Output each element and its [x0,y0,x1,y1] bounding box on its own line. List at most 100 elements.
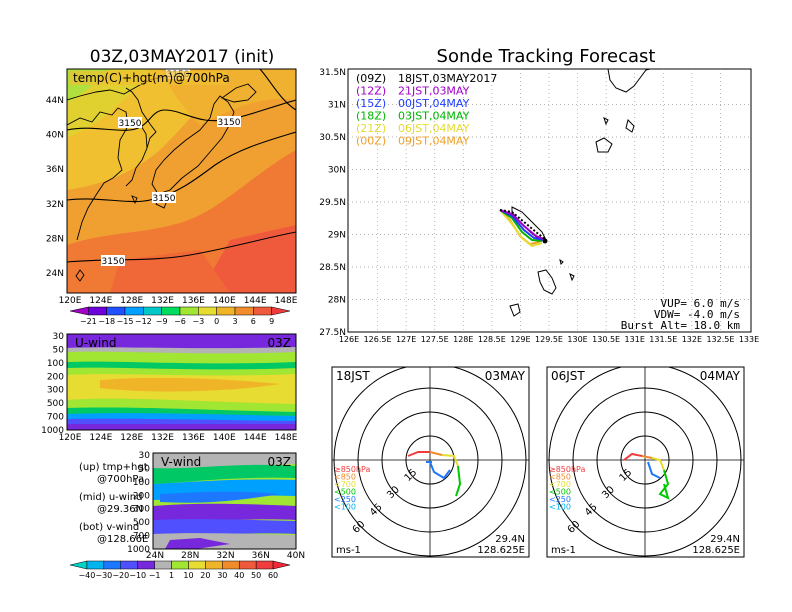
colorbar-cell [106,306,126,316]
colorbar-label: −40 [78,571,95,580]
tick-label: 31.5N [319,68,346,78]
tick-label: 300 [133,505,150,515]
colorbar-cell [120,560,138,570]
colorbar-label: 1 [169,571,174,580]
track-09z [499,209,547,241]
panel-legend-notes: (up) tmp+hgt @700hPa (mid) u-wind @29.36… [79,462,148,545]
colorbar-label: −10 [129,571,146,580]
left-map-frame [66,68,297,294]
hodo-left-level-legend: ≥850hPa<850<700<500<250<100 [334,465,371,512]
tick-label: 1000 [127,545,150,555]
u-wind-lon-ticks: 120E 124E 128E 132E 136E 140E 144E 148E [59,433,298,443]
level-label: <100 [549,503,571,512]
tick-label: 131E [625,335,645,344]
hodo-right-trace [623,452,670,500]
colorbar-label: 10 [183,571,193,580]
colorbar-label: 6 [251,317,256,326]
forecast-frame [347,68,752,333]
legend-time-utc: (00Z) [356,135,386,148]
colorbar-label: −18 [98,317,115,326]
tick-label: 128E [453,335,473,344]
legend-time-jst: 09JST,04MAY [398,135,470,148]
legend-time-jst: 03JST,04MAY [398,110,470,123]
tick-label: 200 [47,372,64,382]
v-wind-frame [152,452,297,550]
tick-label: 500 [47,399,64,409]
colorbar-cell [255,560,274,570]
tick-label: 124E [89,433,112,443]
colorbar-label: −20 [112,571,129,580]
tick-label: 120E [59,433,82,443]
colorbar-cell [272,560,291,570]
hodo-right-unit: ms-1 [551,545,576,556]
colorbar-label: −1 [149,571,161,580]
tick-label: 100 [133,478,150,488]
tick-label: 36N [252,551,270,561]
temperature-colorbar: −21 −18 −15 −12 −9 −6 −3 0 3 6 9 [69,306,291,326]
track-21z [499,209,543,248]
hodo-left-trace [407,451,462,497]
u-wind-frame [66,333,297,431]
colorbar-cell [161,306,181,316]
hodo-right-jst: 06JST [551,369,585,383]
colorbar-cell [253,306,272,316]
tick-label: 128E [120,433,143,443]
colorbar-cell [171,560,189,570]
colorbar-cell [234,306,254,316]
colorbar-cell [238,560,257,570]
tick-label: 133E [739,335,759,344]
u-wind-panel [67,334,296,430]
colorbar-cell [69,306,89,316]
u-wind-pressure-ticks: 30 50 100 200 300 500 700 1000 [41,332,64,436]
u-wind-label: U-wind [75,336,116,350]
colorbar-cell [143,306,162,316]
launch-point [542,238,548,244]
v-wind-pressure-ticks: 30 50 100 200 300 500 700 1000 [127,451,150,555]
tick-label: 29.5N [319,198,346,208]
note-mid: (mid) u-wind [79,492,142,503]
tick-label: 500 [133,518,150,528]
level-label: <700 [549,480,571,489]
tick-label: 29N [328,231,346,241]
tick-label: 1000 [41,426,64,436]
tick-label: 126E [339,335,359,344]
colorbar-label: 60 [268,571,278,580]
left-lon-ticks: 120E 124E 128E 132E 136E 140E 144E 148E [59,296,298,306]
forecast-legend: (09Z) 18JST,03MAY2017 (12Z) 21JST,03MAY (15Z… [356,72,497,148]
tick-label: 30 [53,332,65,342]
colorbar-cell [271,306,291,316]
hodo-right-frame [546,366,745,558]
tick-label: 148E [275,296,298,306]
legend-time-jst: 18JST,03MAY2017 [398,72,497,85]
contour-label: 3150 [119,119,142,129]
tick-label: 132E [151,433,174,443]
tick-label: 28N [181,551,199,561]
left-map-title: 03Z,03MAY2017 (init) [90,47,275,67]
contour-label: 3150 [102,257,125,267]
hodo-left-unit: ms-1 [336,545,361,556]
legend-time-utc: (09Z) [356,72,386,85]
colorbar-label: 0 [214,317,219,326]
colorbar-label: −6 [174,317,186,326]
tick-label: 700 [47,413,64,423]
vup-label: VUP= 6.0 m/s [661,297,740,310]
legend-time-utc: (15Z) [356,97,386,110]
legend-time-utc: (21Z) [356,122,386,135]
legend-time-jst: 21JST,03MAY [398,85,470,98]
tick-label: 28N [328,296,346,306]
tick-label: 30N [328,166,346,176]
colorbar-cell [205,560,223,570]
tick-label: 124E [89,296,112,306]
hodo-left-date: 03MAY [485,369,526,383]
colorbar-cell [86,560,105,570]
colorbar-label: −15 [117,317,134,326]
tick-label: 128E [120,296,143,306]
hodo-right-level-legend: ≥850hPa<850<700<500<250<100 [549,465,586,512]
tick-label: 120E [59,296,82,306]
tick-label: 28N [46,234,64,244]
level-label: <250 [549,495,571,504]
tick-label: 32N [46,200,64,210]
colorbar-cell [88,306,107,316]
hodo-left-pos2: 128.625E [477,545,525,556]
